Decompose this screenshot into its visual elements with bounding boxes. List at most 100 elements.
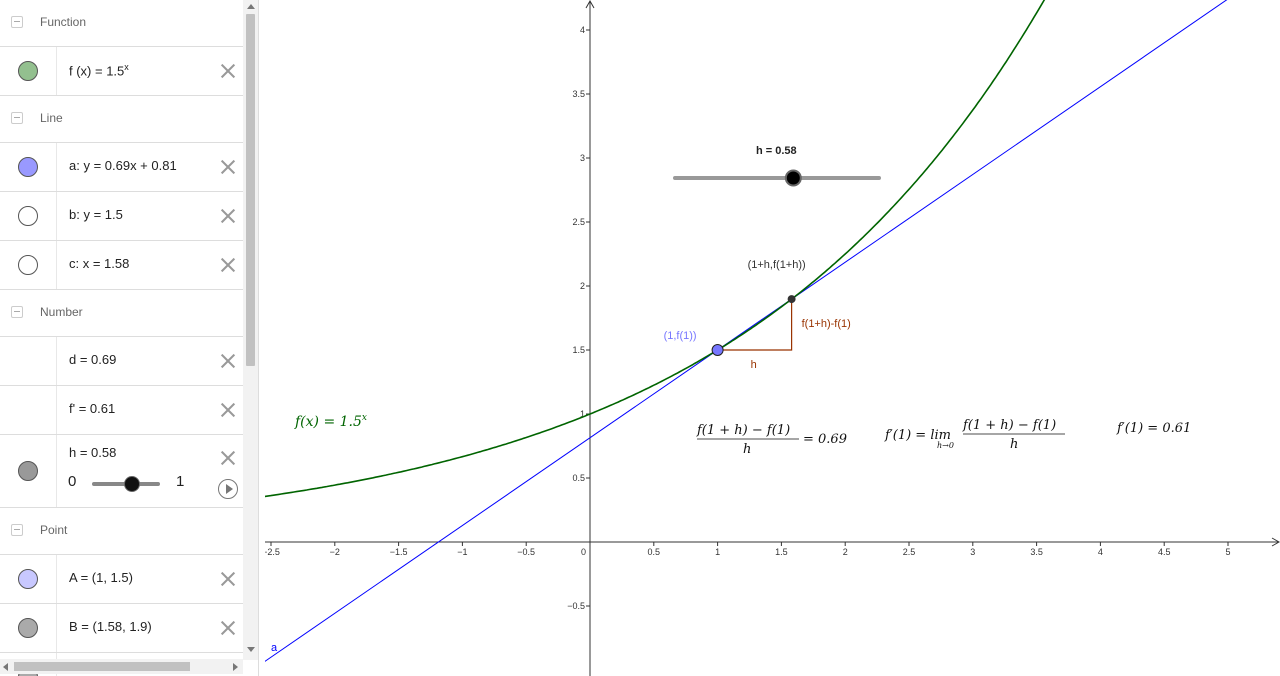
run-label: h [751,359,757,371]
algebra-row-number-d[interactable]: d = 0.69 [0,337,243,386]
function-f-curve[interactable] [265,0,1060,498]
x-tick-label: 5 [1225,547,1230,557]
x-tick-label: 0.5 [648,547,661,557]
svg-text:f(1 + h) − f(1): f(1 + h) − f(1) [696,423,790,438]
visibility-toggle-h[interactable] [18,461,38,481]
visibility-toggle-A[interactable] [18,569,38,589]
algebra-row-point-A[interactable]: A = (1, 1.5) [0,555,243,604]
x-tick-label: 4 [1098,547,1103,557]
x-axis-arrow-icon [1271,537,1280,547]
y-tick-label: 3.5 [572,89,585,99]
scroll-down-icon[interactable] [247,647,255,652]
horizontal-scrollbar[interactable] [0,659,243,674]
vertical-scrollbar[interactable] [243,0,258,660]
vertical-scroll-thumb[interactable] [246,14,255,366]
x-tick-label: 3 [970,547,975,557]
algebra-row-function-f[interactable]: f (x) = 1.5x [0,47,243,96]
expr-fprime[interactable]: f' = 0.61 [69,401,116,416]
x-tick-label: 2 [843,547,848,557]
algebra-row-slider-h[interactable]: h = 0.58 0 1 [0,435,243,508]
algebra-row-point-B[interactable]: B = (1.58, 1.9) [0,604,243,653]
view-divider[interactable] [258,0,266,676]
point-B[interactable] [787,295,796,304]
group-header-point[interactable]: Point [0,508,243,555]
slope-triangle [717,299,793,351]
group-header-function[interactable]: Function [0,0,243,47]
x-axis-ticks: −2.5 −2 −1.5 −1 −0.5 0 0.5 1 1.5 2 2.5 3 3.5 4 4.5 5 [265,542,1231,557]
svg-text:f′(1) = lim: f′(1) = lim [884,428,951,443]
expr-a[interactable]: a: y = 0.69x + 0.81 [69,158,177,173]
collapse-icon[interactable] [11,16,23,28]
scroll-left-icon[interactable] [3,663,8,671]
difference-quotient-formula: f(1 + h) − f(1) h = 0.69 [696,423,847,457]
visibility-toggle-B[interactable] [18,618,38,638]
point-A[interactable] [711,344,724,356]
derivative-limit-formula: f′(1) = lim h→0 f(1 + h) − f(1) h [884,418,1065,452]
x-tick-label: 3.5 [1030,547,1043,557]
x-tick-label: 1.5 [775,547,788,557]
expr-d[interactable]: d = 0.69 [69,352,117,367]
delete-icon[interactable] [219,401,237,419]
delete-icon[interactable] [219,352,237,370]
slider-max: 1 [176,473,185,490]
delete-icon[interactable] [219,256,237,274]
delete-icon[interactable] [219,619,237,637]
y-tick-label: 1.5 [572,345,585,355]
horizontal-scroll-thumb[interactable] [14,662,190,671]
rise-label: f(1+h)-f(1) [802,318,851,330]
graph-slider-label: h = 0.58 [756,145,797,157]
scroll-right-icon[interactable] [233,663,238,671]
y-tick-label: 3 [580,153,585,163]
point-B-label: (1+h,f(1+h)) [748,259,806,271]
visibility-toggle-c[interactable] [18,255,38,275]
svg-text:f(1 + h) − f(1): f(1 + h) − f(1) [962,418,1056,433]
x-tick-label: 0 [581,547,586,557]
algebra-row-number-fprime[interactable]: f' = 0.61 [0,386,243,435]
expr-c[interactable]: c: x = 1.58 [69,256,130,271]
svg-text:h→0: h→0 [937,441,954,450]
group-label: Function [40,15,87,29]
expr-A[interactable]: A = (1, 1.5) [69,570,133,585]
x-tick-label: −0.5 [517,547,535,557]
delete-icon[interactable] [219,207,237,225]
expr-B[interactable]: B = (1.58, 1.9) [69,619,152,634]
delete-icon[interactable] [219,449,237,467]
derivative-value-formula: f′(1) = 0.61 [1116,421,1191,436]
algebra-row-line-b[interactable]: b: y = 1.5 [0,192,243,241]
visibility-toggle-f[interactable] [18,61,38,81]
expr-h[interactable]: h = 0.58 [69,445,117,460]
point-A-label: (1,f(1)) [664,330,697,342]
line-a[interactable] [265,0,1254,666]
delete-icon[interactable] [219,62,237,80]
line-a-label: a [271,642,278,654]
algebra-row-line-c[interactable]: c: x = 1.58 [0,241,243,290]
graphics-view[interactable]: −2.5 −2 −1.5 −1 −0.5 0 0.5 1 1.5 2 2.5 3 3.5 4 4.5 5 −0… [265,0,1280,676]
y-axis-arrow-icon [585,0,595,9]
slider-h[interactable]: 0 1 [68,473,228,493]
slider-knob[interactable] [124,476,140,492]
visibility-toggle-b[interactable] [18,206,38,226]
expr-b[interactable]: b: y = 1.5 [69,207,123,222]
algebra-row-line-a[interactable]: a: y = 0.69x + 0.81 [0,143,243,192]
x-tick-label: 4.5 [1158,547,1171,557]
expr-f[interactable]: f (x) = 1.5x [69,62,129,79]
graph-slider-knob[interactable] [784,169,802,187]
collapse-icon[interactable] [11,306,23,318]
svg-text:= 0.69: = 0.69 [803,432,847,447]
delete-icon[interactable] [219,158,237,176]
play-icon[interactable] [218,479,238,499]
x-tick-label: −1 [457,547,467,557]
x-tick-label: −1.5 [390,547,408,557]
algebra-view: Function f (x) = 1.5x Line a: y = 0.69x … [0,0,258,676]
scroll-up-icon[interactable] [247,4,255,9]
slider-min: 0 [68,473,77,490]
collapse-icon[interactable] [11,524,23,536]
group-header-line[interactable]: Line [0,96,243,143]
svg-text:h: h [1010,437,1018,452]
visibility-toggle-a[interactable] [18,157,38,177]
y-tick-label: 2 [580,281,585,291]
x-tick-label: 1 [715,547,720,557]
group-header-number[interactable]: Number [0,290,243,337]
collapse-icon[interactable] [11,112,23,124]
delete-icon[interactable] [219,570,237,588]
